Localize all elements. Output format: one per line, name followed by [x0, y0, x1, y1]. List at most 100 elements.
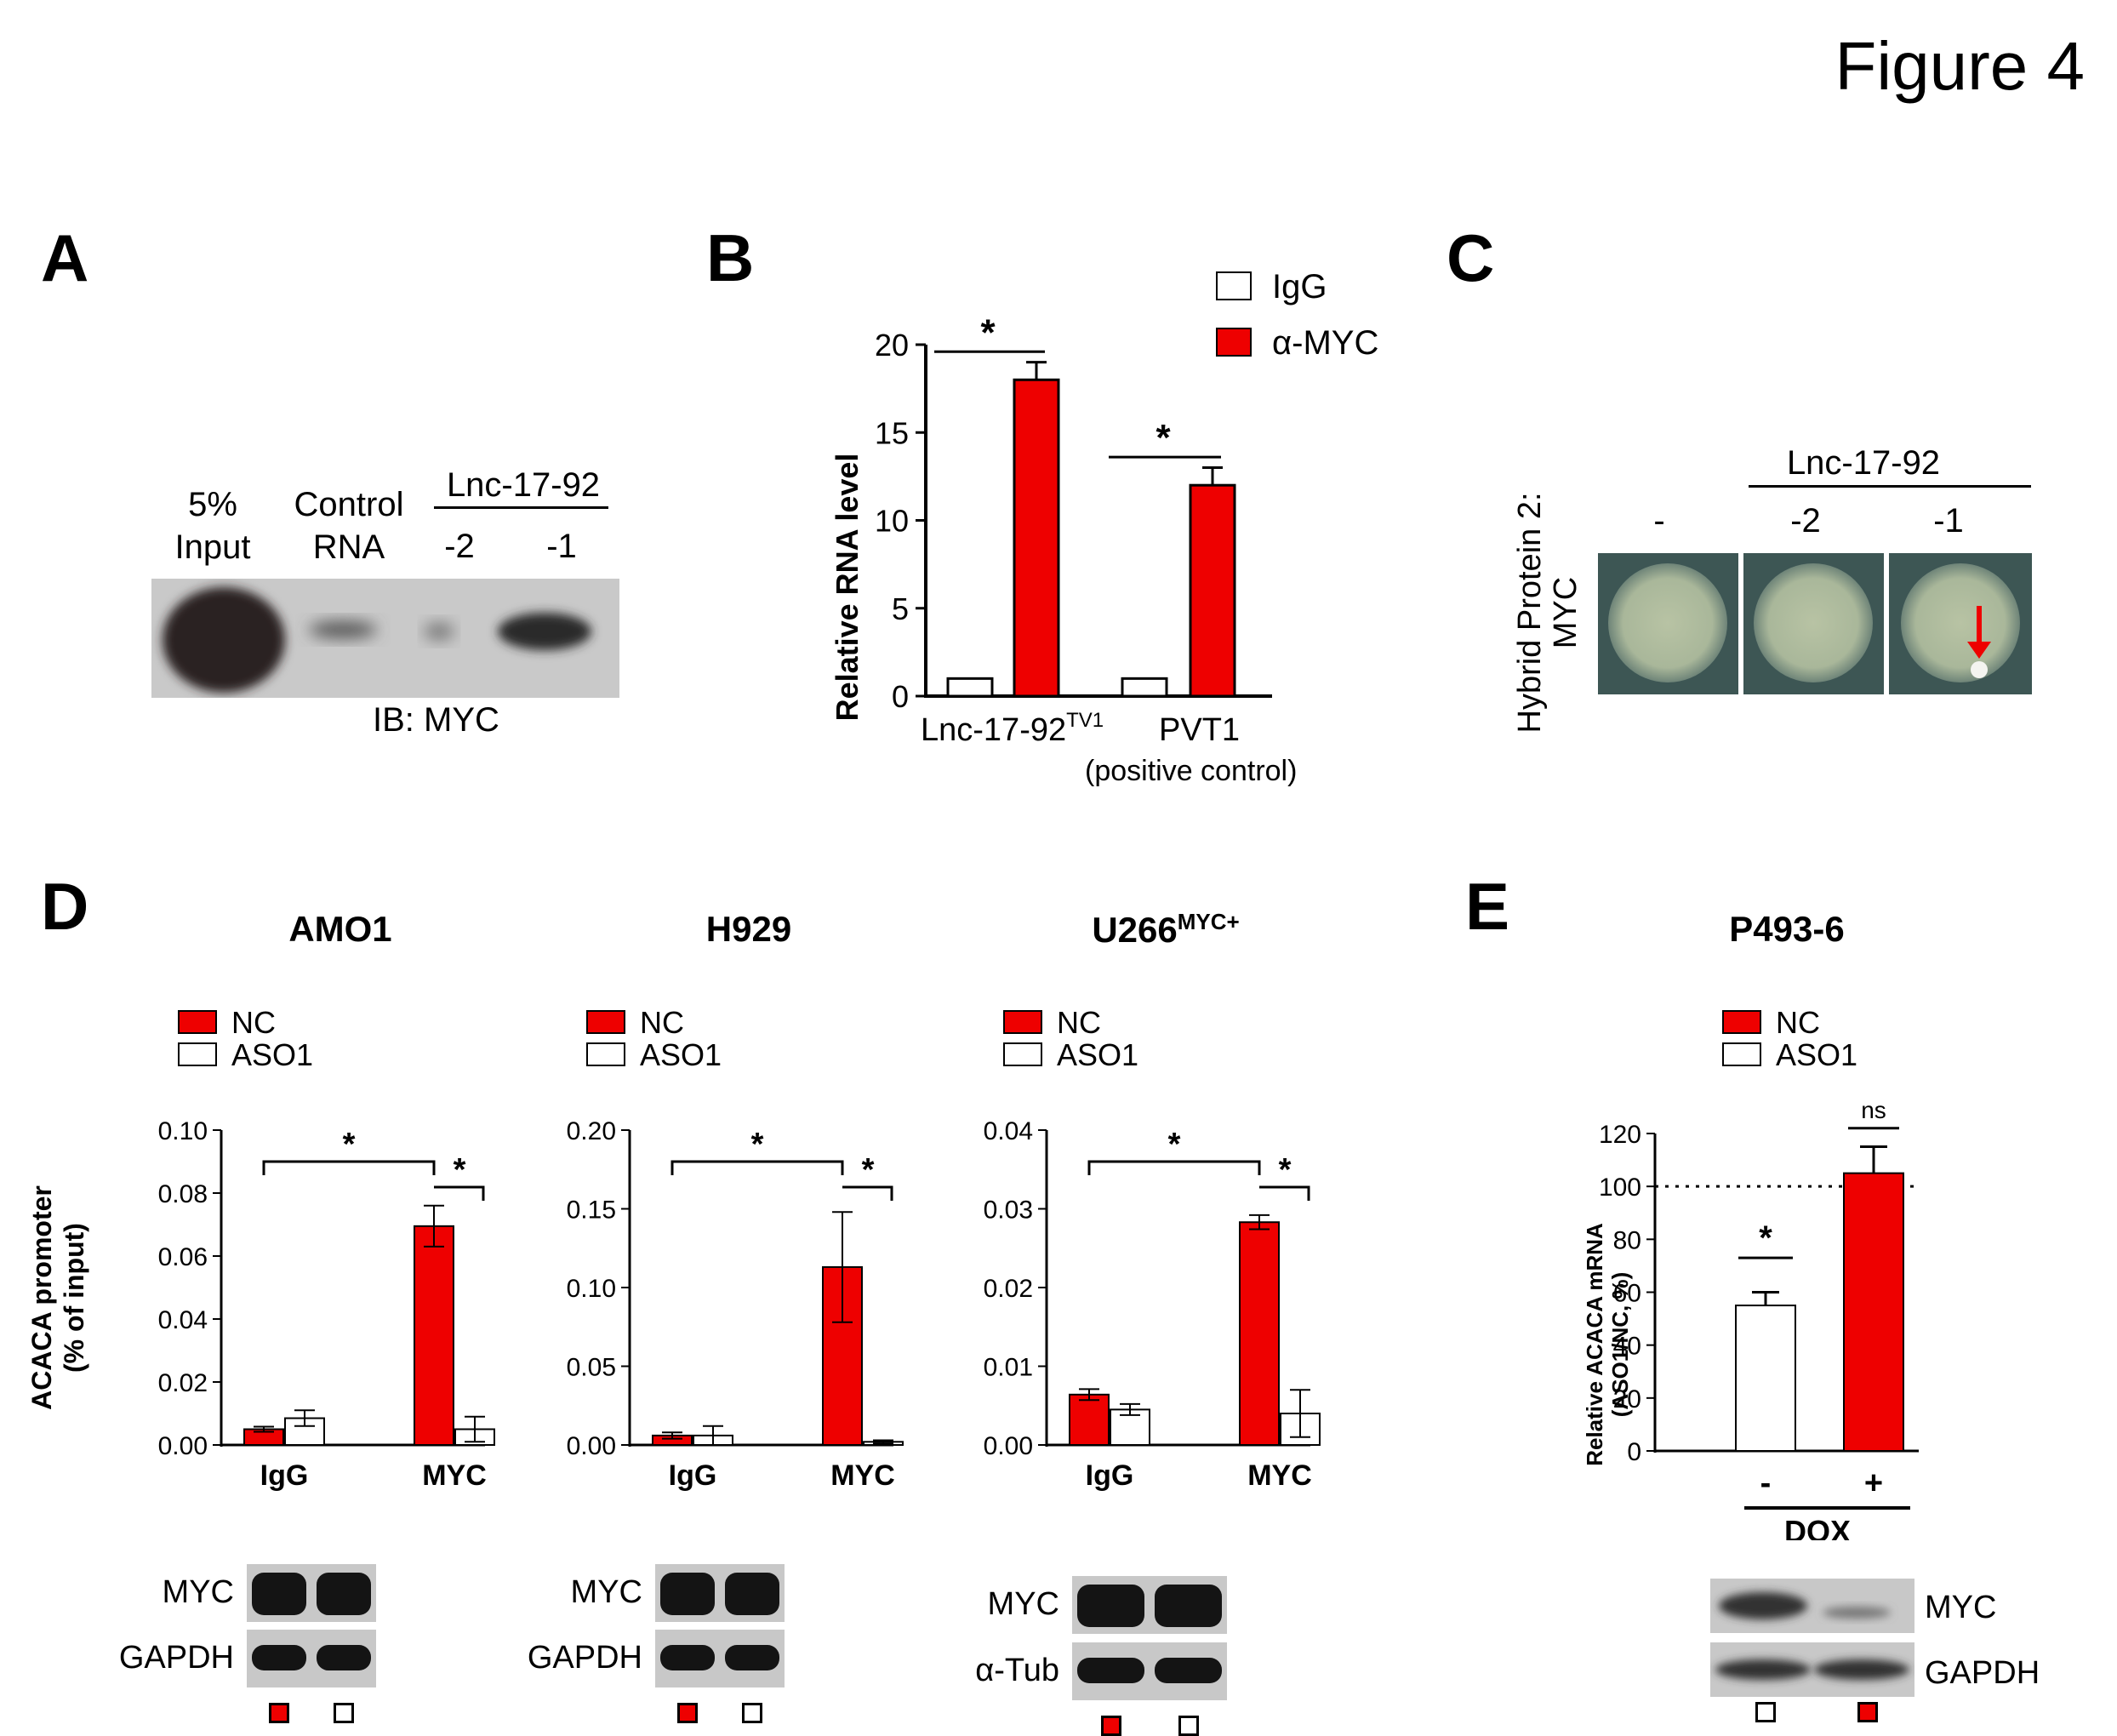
panel-e-legend: NC ASO1	[1722, 1005, 1857, 1072]
panel-e-xlabel: DOX	[1784, 1514, 1851, 1540]
panel-e-lane-marker-aso1	[1755, 1702, 1776, 1722]
blot-band	[317, 1573, 371, 1615]
y-tick-label: 5	[892, 591, 909, 626]
legend-swatch-nc	[1003, 1010, 1042, 1034]
legend-label-aso1: ASO1	[231, 1037, 313, 1072]
bar-IgG-Lnc-17-92TV1	[946, 677, 994, 698]
panel-e-blot-myc	[1710, 1579, 1914, 1633]
significance-bracket	[842, 1185, 893, 1201]
y-tick-label: 0.05	[567, 1354, 616, 1382]
lane-marker-aso1	[1178, 1716, 1199, 1736]
significance-ns: ns	[1861, 1097, 1886, 1123]
blot-band-lnc-2	[424, 623, 454, 640]
panel-c-lane-label-none: -	[1653, 502, 1665, 540]
panel-d-title-2: U266MYC+	[1092, 909, 1240, 950]
x-tick-label: MYC	[422, 1459, 487, 1492]
legend-label-amyc: α-MYC	[1272, 324, 1378, 362]
y-tick-label: 20	[1613, 1385, 1641, 1413]
x-tick-label: MYC	[1247, 1459, 1312, 1492]
legend-swatch-aso1	[178, 1042, 217, 1066]
panel-e-chart: NC ASO1 Relative ACACA mRNA (ASO1/NC, %)…	[1582, 1005, 1919, 1540]
blot-band	[660, 1645, 715, 1670]
blot-band	[1155, 1585, 1222, 1627]
panel-letter-c: C	[1447, 220, 1495, 295]
figure-title: Figure 4	[1835, 28, 2085, 104]
blot-label-myc: MYC	[570, 1574, 642, 1610]
bar-NC-MYC	[414, 1225, 454, 1446]
legend-label-nc: NC	[1776, 1005, 1820, 1040]
yeast-colony-2	[1754, 563, 1873, 682]
western-blot-gapdh	[655, 1630, 785, 1687]
blot-band	[1719, 1592, 1807, 1619]
panel-b-xtick-lnc: Lnc-17-92TV1	[921, 709, 1104, 748]
y-tick-label: 0.00	[984, 1432, 1033, 1460]
blot-bands	[660, 1573, 779, 1615]
panel-e-blot-label-myc: MYC	[1925, 1590, 1997, 1625]
lane-label-line: RNA	[312, 528, 385, 566]
panel-a-western-blot	[151, 579, 619, 698]
lane-label-line: Control	[294, 486, 404, 523]
bar-IgG-PVT1	[1121, 677, 1168, 698]
legend-swatch-aso1	[1722, 1042, 1761, 1066]
y-tick-label: 0.00	[567, 1432, 616, 1460]
title-superscript: MYC+	[1177, 909, 1240, 934]
blot-band	[1823, 1607, 1891, 1619]
significance-bracket	[434, 1185, 485, 1201]
blot-band	[660, 1573, 715, 1615]
panel-letter-b: B	[706, 220, 755, 295]
blot-band	[252, 1645, 306, 1670]
blot-bands	[163, 587, 591, 693]
significance-star: *	[862, 1152, 875, 1188]
significance-star: *	[343, 1127, 356, 1162]
blot-band	[317, 1645, 371, 1670]
legend-swatch-nc	[1722, 1010, 1761, 1034]
panel-b-bars: **	[934, 311, 1236, 698]
bar-dox-plus	[1843, 1172, 1904, 1452]
panel-d-ylabel-line1: ACACA promoter	[26, 1185, 57, 1410]
legend-label-aso1: ASO1	[1057, 1037, 1138, 1072]
bar-α-MYC-Lnc-17-92TV1	[1013, 378, 1060, 698]
legend-label-nc: NC	[231, 1005, 276, 1040]
panel-letter-e: E	[1465, 869, 1510, 944]
panel-b-xtick-pvt1: PVT1	[1159, 712, 1240, 748]
significance-bracket	[670, 1160, 844, 1175]
blot-band	[1715, 1659, 1811, 1680]
bar-dox-minus	[1735, 1305, 1796, 1452]
y-tick-label: 60	[1613, 1280, 1641, 1308]
y-tick-label: 0.04	[984, 1117, 1033, 1145]
y-tick-label: 0	[1627, 1438, 1641, 1466]
legend-swatch-nc	[586, 1010, 625, 1034]
western-blot-myc	[1072, 1576, 1227, 1634]
western-blot-myc	[655, 1564, 785, 1622]
panel-e-ylabel-line2: (ASO1/NC, %)	[1607, 1272, 1633, 1417]
western-blot-myc	[247, 1564, 376, 1622]
blot-bands	[1715, 1659, 1909, 1680]
blot-bands	[252, 1573, 371, 1615]
y-tick-label: 0.10	[158, 1117, 208, 1145]
blot-bands	[1719, 1592, 1891, 1619]
panel-e-blot-label-gapdh: GAPDH	[1925, 1655, 2040, 1691]
panel-c-yeast-plate	[1598, 553, 2032, 694]
legend-label-nc: NC	[1057, 1005, 1101, 1040]
x-tick-label: IgG	[669, 1459, 717, 1492]
blot-label-gapdh: GAPDH	[527, 1640, 642, 1676]
significance-star: *	[751, 1127, 764, 1162]
blot-label-α-tub: α-Tub	[975, 1653, 1059, 1688]
panel-d-title-0: AMO1	[288, 909, 392, 949]
y-tick-label: 120	[1599, 1121, 1641, 1149]
blot-band	[1814, 1659, 1909, 1680]
significance-star: *	[454, 1152, 466, 1188]
legend-swatch-aso1	[1003, 1042, 1042, 1066]
significance-star: *	[1279, 1152, 1292, 1188]
lane-marker-nc	[269, 1703, 289, 1723]
x-tick-label: IgG	[260, 1459, 309, 1492]
significance-star: *	[1156, 417, 1171, 459]
panel-a-group-line	[434, 506, 608, 509]
panel-letter-d: D	[41, 869, 89, 944]
western-blot-gapdh	[247, 1630, 376, 1687]
yeast-colony-3	[1901, 563, 2020, 682]
panel-d-title-1: H929	[705, 909, 792, 949]
significance-bracket	[1087, 1160, 1261, 1175]
blot-bands	[252, 1645, 371, 1670]
y-tick-label: 0.01	[984, 1354, 1033, 1382]
